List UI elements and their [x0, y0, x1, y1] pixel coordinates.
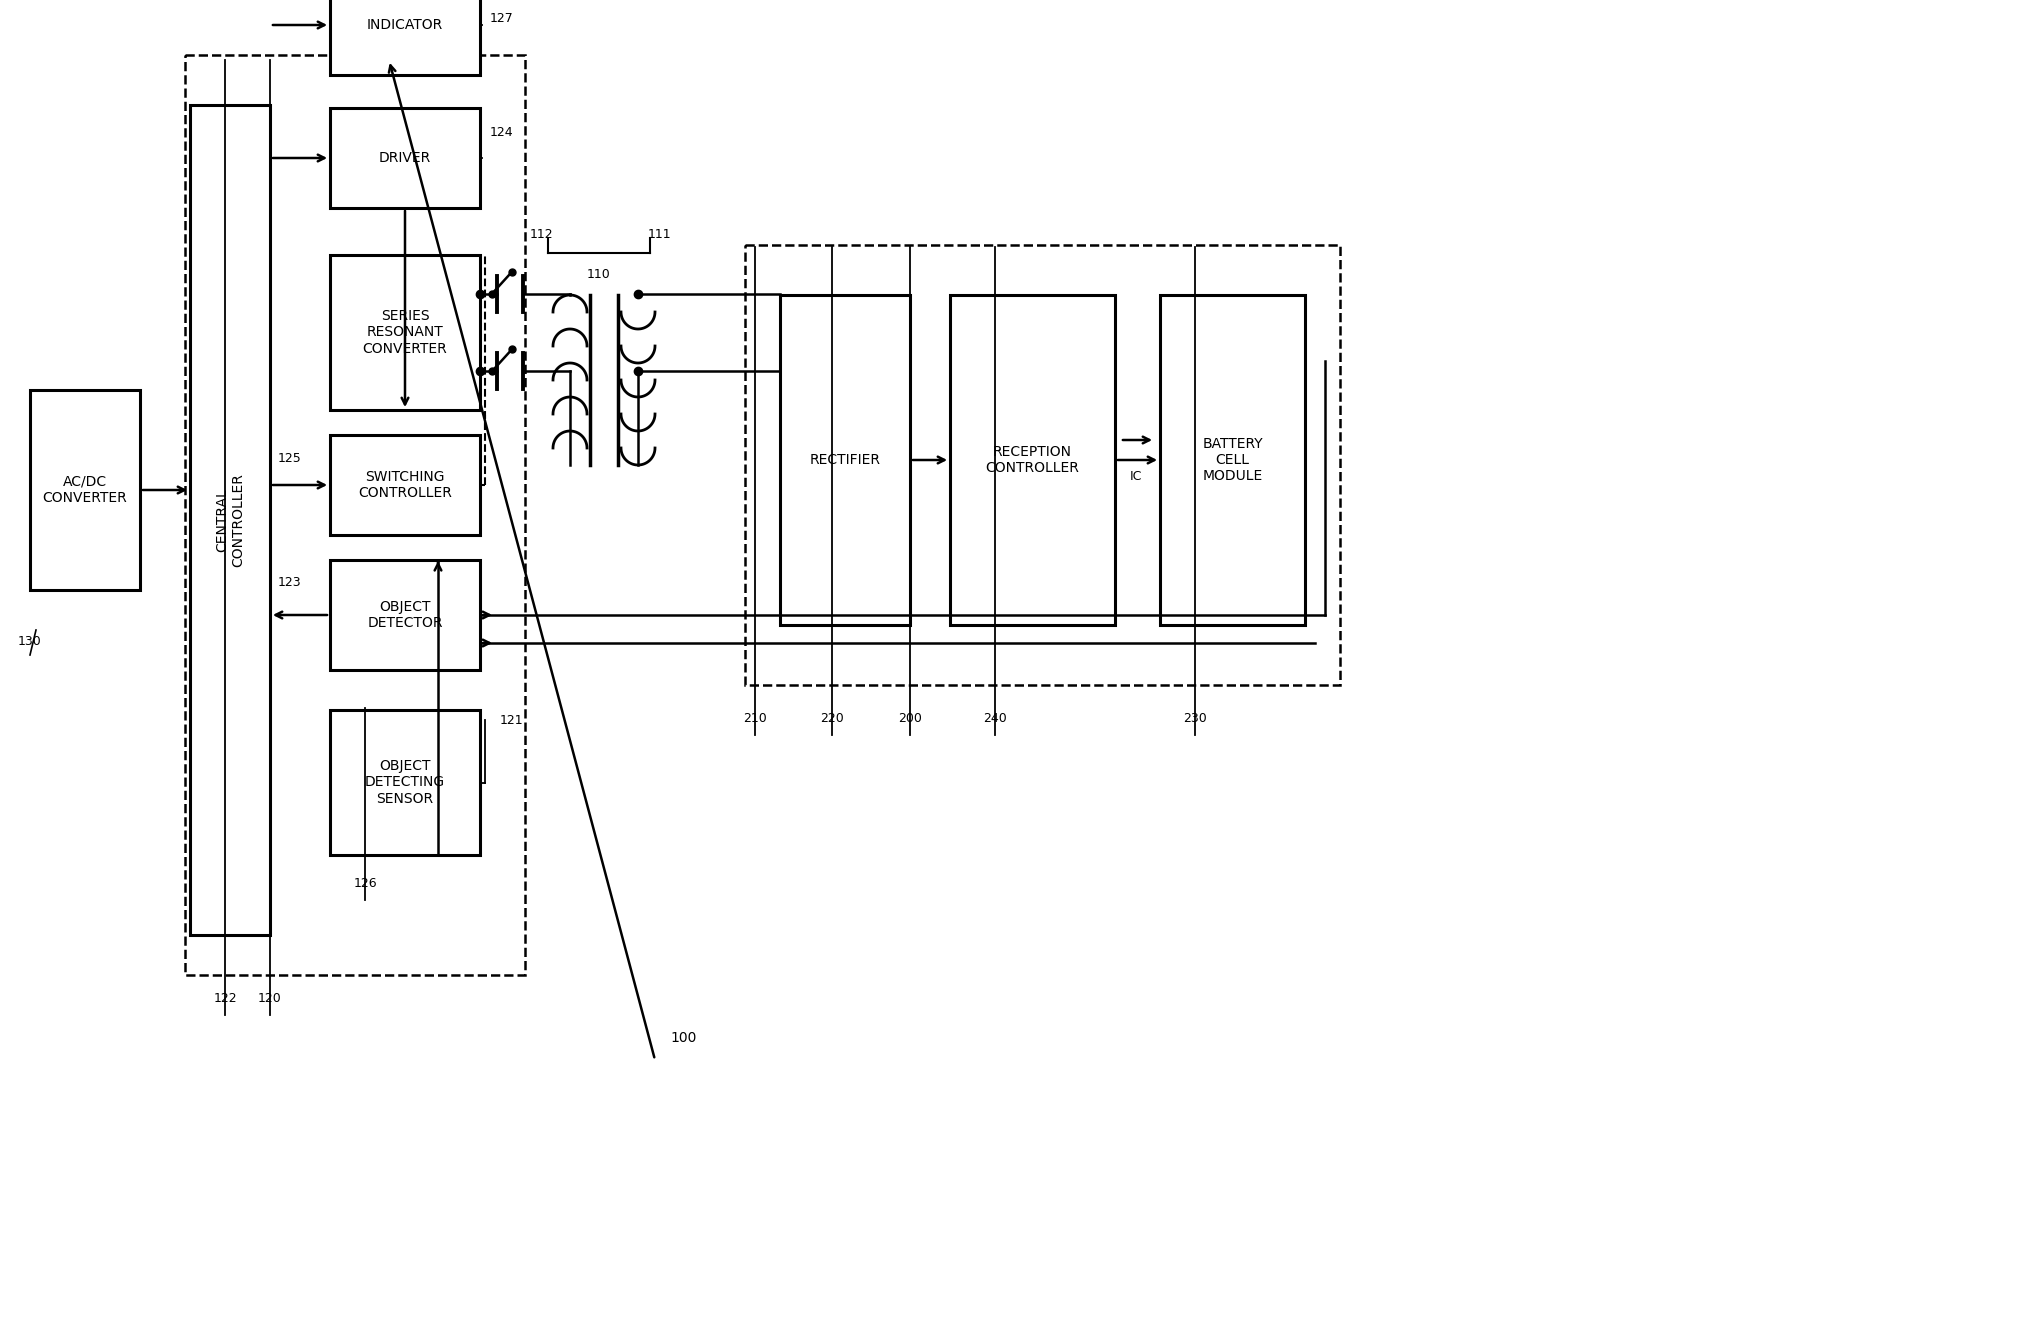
Text: SWITCHING
CONTROLLER: SWITCHING CONTROLLER — [357, 470, 452, 500]
Text: 230: 230 — [1183, 712, 1207, 725]
Text: INDICATOR: INDICATOR — [367, 18, 442, 32]
Text: 100: 100 — [670, 1031, 697, 1045]
FancyBboxPatch shape — [329, 255, 481, 410]
FancyBboxPatch shape — [329, 710, 481, 855]
FancyBboxPatch shape — [30, 390, 139, 590]
Text: 110: 110 — [588, 268, 612, 281]
FancyBboxPatch shape — [951, 295, 1114, 625]
Text: 126: 126 — [353, 877, 378, 890]
FancyBboxPatch shape — [329, 0, 481, 75]
Text: 111: 111 — [648, 228, 672, 241]
FancyBboxPatch shape — [329, 561, 481, 670]
Text: IC: IC — [1131, 470, 1143, 483]
Text: 124: 124 — [491, 125, 513, 138]
Text: 121: 121 — [501, 714, 523, 727]
FancyBboxPatch shape — [745, 245, 1341, 685]
Text: 125: 125 — [279, 451, 301, 464]
Text: OBJECT
DETECTING
SENSOR: OBJECT DETECTING SENSOR — [365, 760, 444, 806]
Text: RECTIFIER: RECTIFIER — [810, 452, 880, 467]
Text: OBJECT
DETECTOR: OBJECT DETECTOR — [367, 600, 442, 630]
FancyBboxPatch shape — [1161, 295, 1304, 625]
Text: 240: 240 — [983, 712, 1007, 725]
FancyBboxPatch shape — [329, 435, 481, 536]
FancyBboxPatch shape — [779, 295, 911, 625]
FancyBboxPatch shape — [186, 55, 525, 975]
Text: CENTRAL
CONTROLLER: CENTRAL CONTROLLER — [214, 474, 244, 567]
FancyBboxPatch shape — [329, 108, 481, 208]
Text: 112: 112 — [529, 228, 553, 241]
Text: 122: 122 — [214, 992, 236, 1005]
Text: DRIVER: DRIVER — [380, 150, 432, 165]
Text: RECEPTION
CONTROLLER: RECEPTION CONTROLLER — [985, 445, 1080, 475]
Text: 220: 220 — [820, 712, 844, 725]
Text: 130: 130 — [18, 634, 42, 648]
Text: SERIES
RESONANT
CONVERTER: SERIES RESONANT CONVERTER — [363, 309, 448, 356]
Text: AC/DC
CONVERTER: AC/DC CONVERTER — [42, 475, 127, 505]
Text: 127: 127 — [491, 12, 513, 25]
Text: BATTERY
CELL
MODULE: BATTERY CELL MODULE — [1201, 437, 1262, 483]
FancyBboxPatch shape — [190, 106, 271, 935]
Text: 120: 120 — [258, 992, 283, 1005]
Text: 210: 210 — [743, 712, 767, 725]
Text: 123: 123 — [279, 575, 301, 588]
Text: 200: 200 — [898, 712, 923, 725]
